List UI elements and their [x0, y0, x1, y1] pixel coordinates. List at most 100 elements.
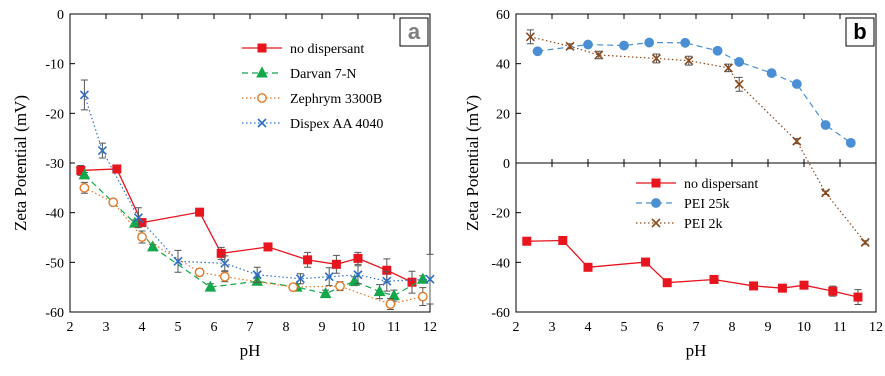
x-tick-label: 8: [729, 320, 736, 335]
x-tick-label: 7: [693, 320, 700, 335]
data-point: [583, 262, 593, 272]
data-point: [820, 120, 831, 130]
data-point: [558, 235, 568, 245]
x-tick-label: 12: [423, 320, 437, 335]
data-point: [388, 289, 400, 301]
data-point: [295, 274, 305, 284]
data-point: [373, 285, 386, 297]
x-axis-label: pH: [686, 341, 707, 360]
legend-label: PEI 2k: [684, 217, 723, 232]
series-dispex-aa-4040: [79, 79, 435, 305]
series-no-dispersant: [522, 235, 863, 306]
series-pei-25k: [532, 37, 856, 148]
data-point: [112, 164, 122, 174]
chart-panel-b: 2 3 4 5 6 7 8 9 10 11 12 60 40 20 0 -20 -40 -60 pH Zeta Pot…: [463, 8, 883, 360]
y-tick-label: 40: [496, 58, 510, 73]
data-point: [194, 267, 205, 278]
data-point: [723, 63, 733, 73]
data-point: [651, 53, 661, 64]
data-point: [173, 256, 183, 266]
y-tick-label: 0: [57, 8, 64, 23]
y-tick-label: -40: [45, 207, 64, 222]
series-line: [83, 174, 424, 297]
data-point: [425, 274, 435, 284]
legend-label: no dispersant: [684, 177, 758, 192]
x-tick-label: 11: [387, 320, 400, 335]
legend-box: [236, 36, 426, 170]
data-point: [417, 291, 428, 302]
data-point: [348, 274, 361, 286]
data-point: [324, 272, 334, 282]
legend-marker: [257, 93, 267, 103]
panel-label-box-a: [399, 17, 429, 47]
legend-marker: [257, 118, 267, 128]
panel-label-a: a: [408, 19, 421, 44]
data-point: [734, 79, 744, 89]
legend-marker: [651, 198, 661, 208]
x-tick-label: 5: [175, 320, 182, 335]
data-point: [583, 39, 593, 50]
data-point: [712, 45, 723, 56]
data-point: [220, 258, 230, 268]
data-point: [288, 282, 299, 293]
x-tick-label: 3: [103, 320, 110, 335]
y-tick-label: 60: [496, 8, 510, 23]
data-point: [252, 270, 262, 280]
legend-label: PEI 25k: [684, 197, 730, 212]
x-tick-label: 8: [283, 320, 290, 335]
data-point: [137, 232, 147, 242]
data-point: [792, 136, 802, 146]
data-point: [78, 168, 91, 180]
data-point: [79, 90, 89, 100]
data-point: [133, 213, 143, 223]
data-point: [821, 188, 831, 198]
x-tick-label: 6: [657, 320, 664, 335]
data-point: [777, 283, 787, 293]
x-tick-label: 9: [319, 320, 326, 335]
y-tick-label: -20: [45, 107, 64, 122]
data-point: [79, 182, 90, 193]
data-point: [734, 57, 745, 67]
x-tick-label: 2: [67, 320, 74, 335]
y-tick-label: 20: [496, 107, 510, 122]
x-tick-label: 10: [797, 320, 811, 335]
legend-marker: [256, 66, 268, 78]
data-point: [684, 56, 694, 66]
series-line: [83, 94, 431, 282]
y-axis-label: Zeta Potential (mV): [11, 95, 30, 231]
x-tick-label: 9: [765, 320, 772, 335]
data-point: [791, 79, 802, 89]
data-point: [97, 146, 107, 156]
x-tick-label: 2: [513, 320, 520, 335]
data-point: [709, 274, 719, 284]
data-point: [353, 253, 363, 263]
data-point: [195, 207, 205, 217]
series-line: [530, 36, 866, 243]
data-point: [416, 272, 429, 284]
data-point: [619, 40, 629, 51]
data-point: [594, 50, 604, 60]
data-point: [766, 68, 777, 79]
y-tick-label: -60: [491, 306, 510, 321]
data-point: [407, 277, 417, 287]
legend-b: no dispersant PEI 25k PEI 2k: [630, 171, 805, 239]
x-tick-label: 3: [549, 320, 556, 335]
x-tick-label: 10: [351, 320, 365, 335]
data-point: [216, 248, 226, 258]
legend-marker: [651, 218, 661, 228]
data-point: [565, 41, 575, 51]
x-tick-label: 12: [869, 320, 883, 335]
y-tick-label: -50: [45, 256, 64, 271]
x-tick-label: 5: [621, 320, 628, 335]
data-point: [146, 240, 159, 252]
x-axis-label: pH: [240, 341, 261, 360]
data-point: [644, 37, 655, 48]
data-point: [828, 286, 838, 296]
x-tick-label: 11: [833, 320, 846, 335]
x-tick-label: 4: [585, 320, 592, 335]
legend-label: Dispex AA 4040: [290, 117, 383, 132]
y-tick-label: 0: [503, 157, 510, 172]
data-point: [522, 236, 532, 246]
y-tick-label: -40: [491, 256, 510, 271]
panel-label-b: b: [853, 19, 866, 44]
